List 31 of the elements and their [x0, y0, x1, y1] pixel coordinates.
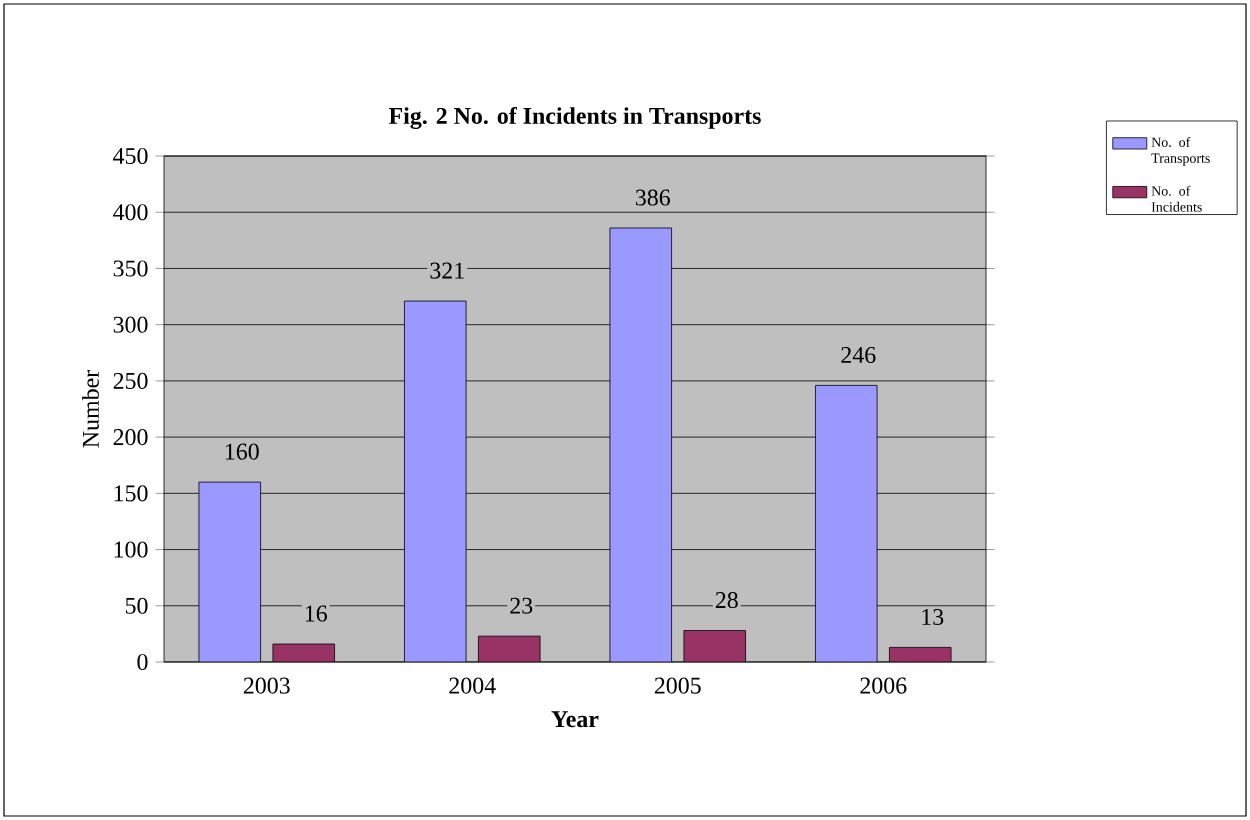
- data-label: 13: [922, 608, 944, 625]
- data-label: 386: [635, 189, 670, 206]
- bar: [815, 384, 878, 662]
- chart-title: Fig. 2 No. of Incidents in Transports: [388, 106, 761, 130]
- y-tick-label: 200: [113, 429, 148, 446]
- y-tick-label: 450: [113, 147, 148, 165]
- y-tick-label: 100: [114, 541, 148, 558]
- data-label: 16: [305, 605, 327, 622]
- data-label: 246: [841, 346, 876, 363]
- bar: [404, 300, 467, 662]
- data-label: 28: [715, 591, 738, 609]
- y-axis-title: Number: [82, 370, 99, 448]
- x-tick-label: 2004: [449, 677, 496, 694]
- bar: [198, 481, 261, 662]
- bar: [683, 630, 746, 662]
- bar: [609, 227, 672, 662]
- x-tick-label: 2005: [654, 677, 701, 694]
- data-label: 23: [510, 597, 533, 614]
- x-tick-label: 2003: [243, 677, 290, 694]
- y-tick-label: 150: [114, 485, 148, 502]
- bar: [478, 636, 541, 662]
- data-label: 160: [225, 443, 259, 460]
- y-tick-label: 350: [113, 260, 148, 277]
- data-label: 321: [430, 262, 464, 279]
- y-tick-label: 50: [125, 597, 148, 614]
- x-tick-label: 2006: [860, 677, 907, 694]
- y-tick-label: 400: [113, 204, 148, 221]
- y-tick-label: 250: [113, 372, 148, 389]
- y-tick-label: 300: [113, 316, 148, 333]
- y-tick-label: 0: [137, 653, 148, 671]
- x-axis-title: Year: [551, 711, 599, 728]
